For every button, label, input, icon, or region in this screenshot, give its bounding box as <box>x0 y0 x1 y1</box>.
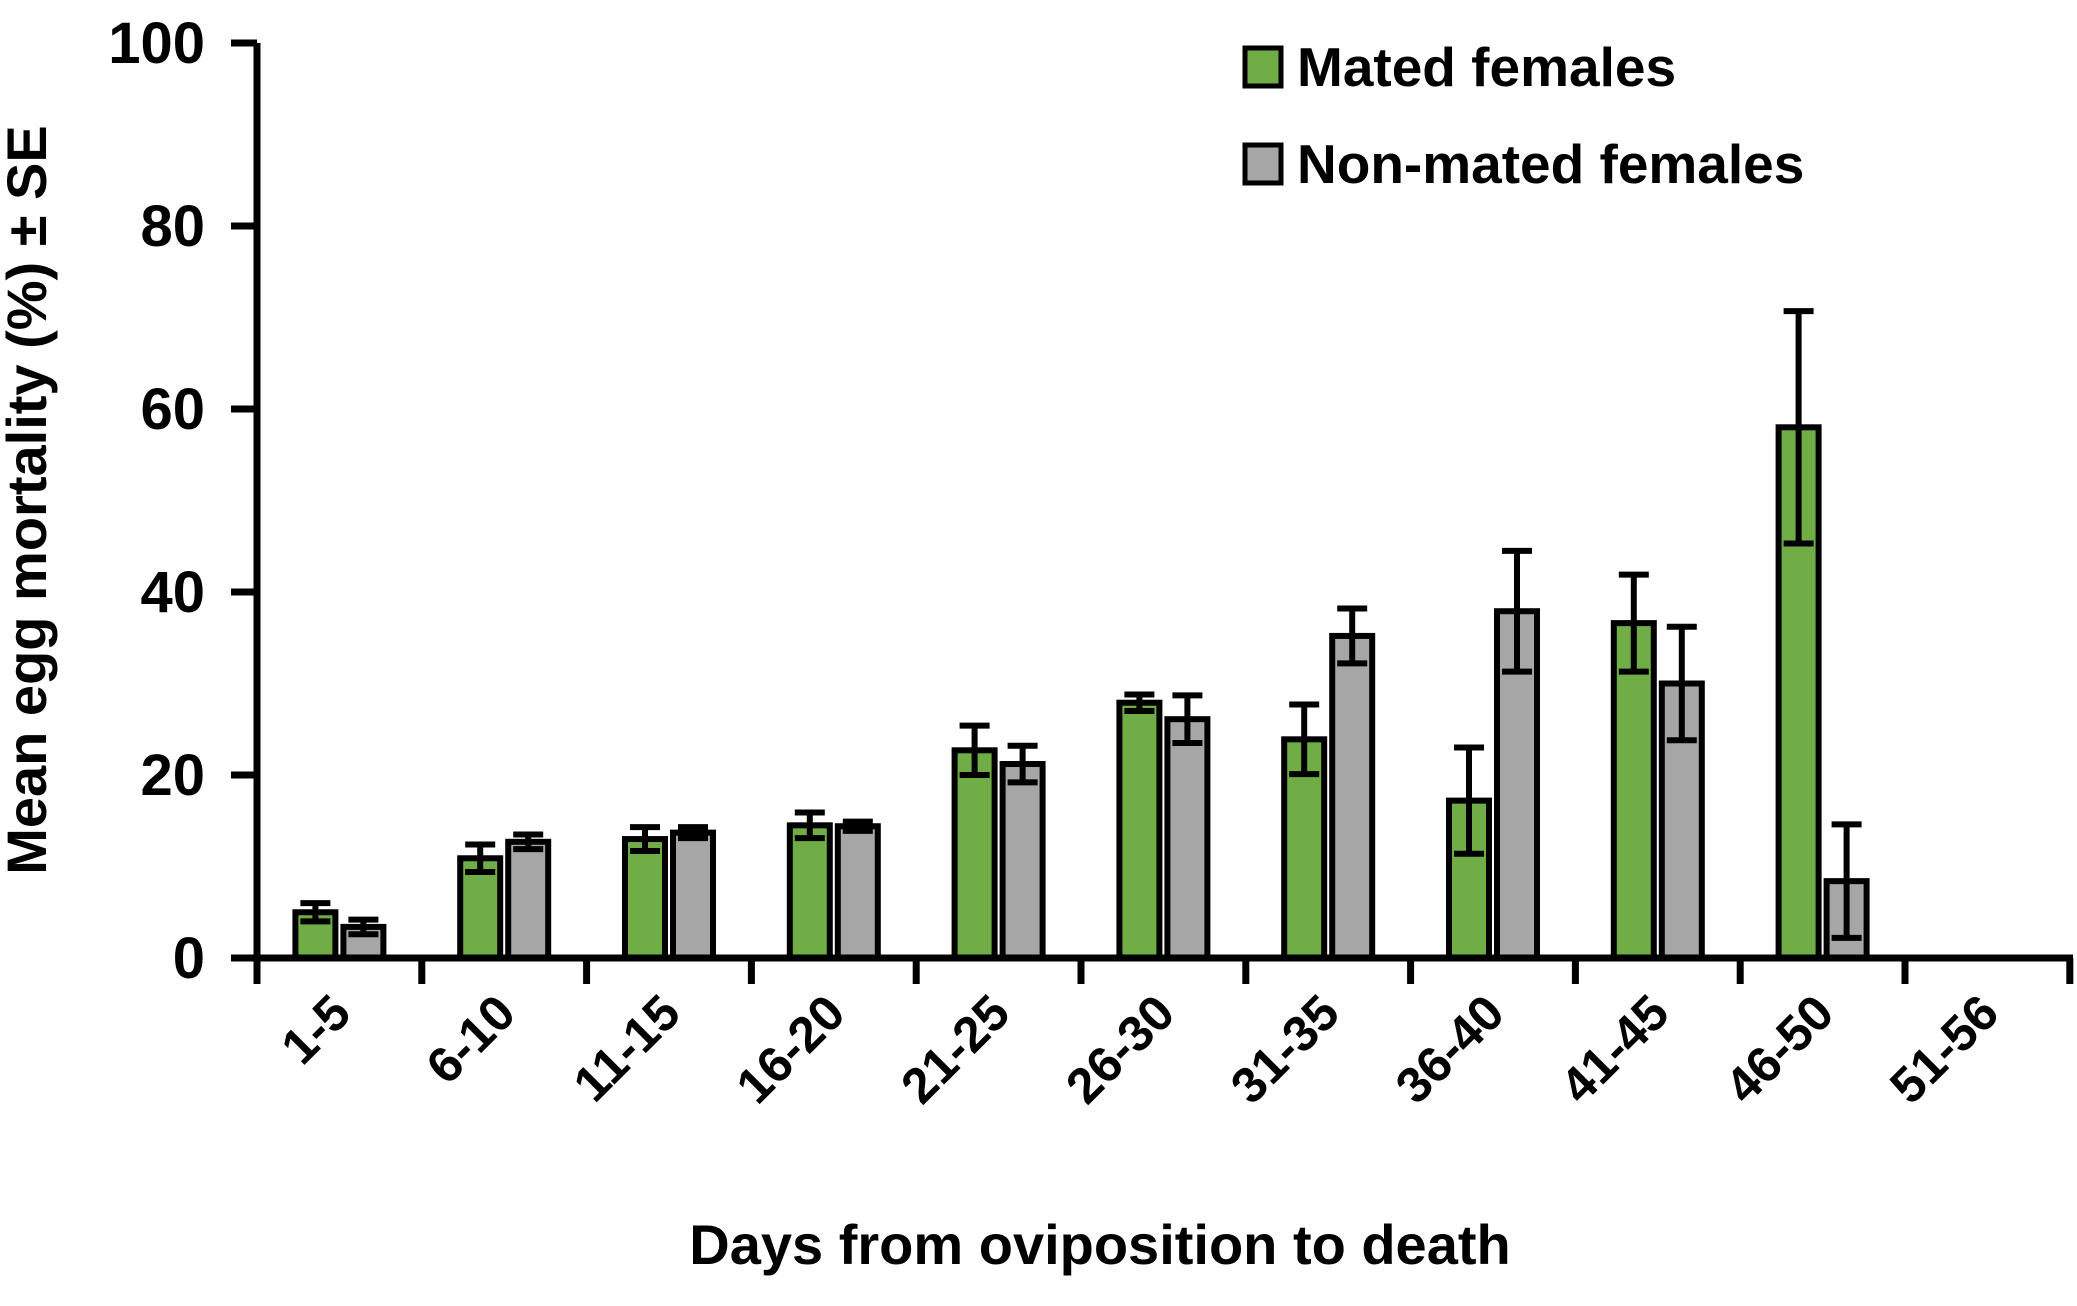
y-tick-label: 20 <box>140 743 205 808</box>
legend-label-mated-females: Mated females <box>1297 36 1676 98</box>
x-category-label: 21-25 <box>890 984 1020 1114</box>
y-tick-label: 100 <box>108 11 205 76</box>
x-category-label: 11-15 <box>563 984 691 1112</box>
y-tick-label: 0 <box>173 926 205 991</box>
y-axis-title: Mean egg mortality (%) ± SE <box>0 125 58 875</box>
legend-swatch-non-mated-females <box>1242 142 1284 186</box>
bar-mated-21-25 <box>951 747 998 961</box>
x-category-label: 41-45 <box>1550 984 1680 1114</box>
bar-non-mated-26-30 <box>1164 716 1211 961</box>
bar-mated-26-30 <box>1116 699 1163 962</box>
bar-non-mated-6-10 <box>505 838 552 961</box>
y-tick-label: 60 <box>140 377 205 442</box>
x-category-label: 31-35 <box>1220 984 1350 1114</box>
bar-non-mated-31-35 <box>1329 632 1376 961</box>
bar-non-mated-21-25 <box>999 761 1046 962</box>
bar-non-mated-11-15 <box>670 829 716 962</box>
x-category-label: 1-5 <box>270 984 361 1075</box>
x-category-label: 51-56 <box>1879 984 2009 1114</box>
bar-non-mated-16-20 <box>834 823 881 961</box>
x-axis-title: Days from oviposition to death <box>689 1213 1510 1276</box>
x-category-label: 36-40 <box>1385 984 1515 1114</box>
bar-mated-41-45 <box>1610 620 1657 961</box>
x-category-label: 26-30 <box>1055 984 1185 1114</box>
legend-swatch-mated-females <box>1242 45 1284 89</box>
bar-mated-16-20 <box>786 822 833 962</box>
bar-mated-11-15 <box>622 836 668 961</box>
x-category-label: 16-20 <box>726 984 856 1114</box>
legend: Mated females Non-mated females <box>1242 36 1804 195</box>
x-category-label: 6-10 <box>416 984 526 1094</box>
legend-label-non-mated-females: Non-mated females <box>1297 133 1804 195</box>
y-tick-label: 80 <box>140 194 205 259</box>
y-tick-label: 40 <box>140 560 205 625</box>
x-category-label: 46-50 <box>1714 984 1844 1114</box>
